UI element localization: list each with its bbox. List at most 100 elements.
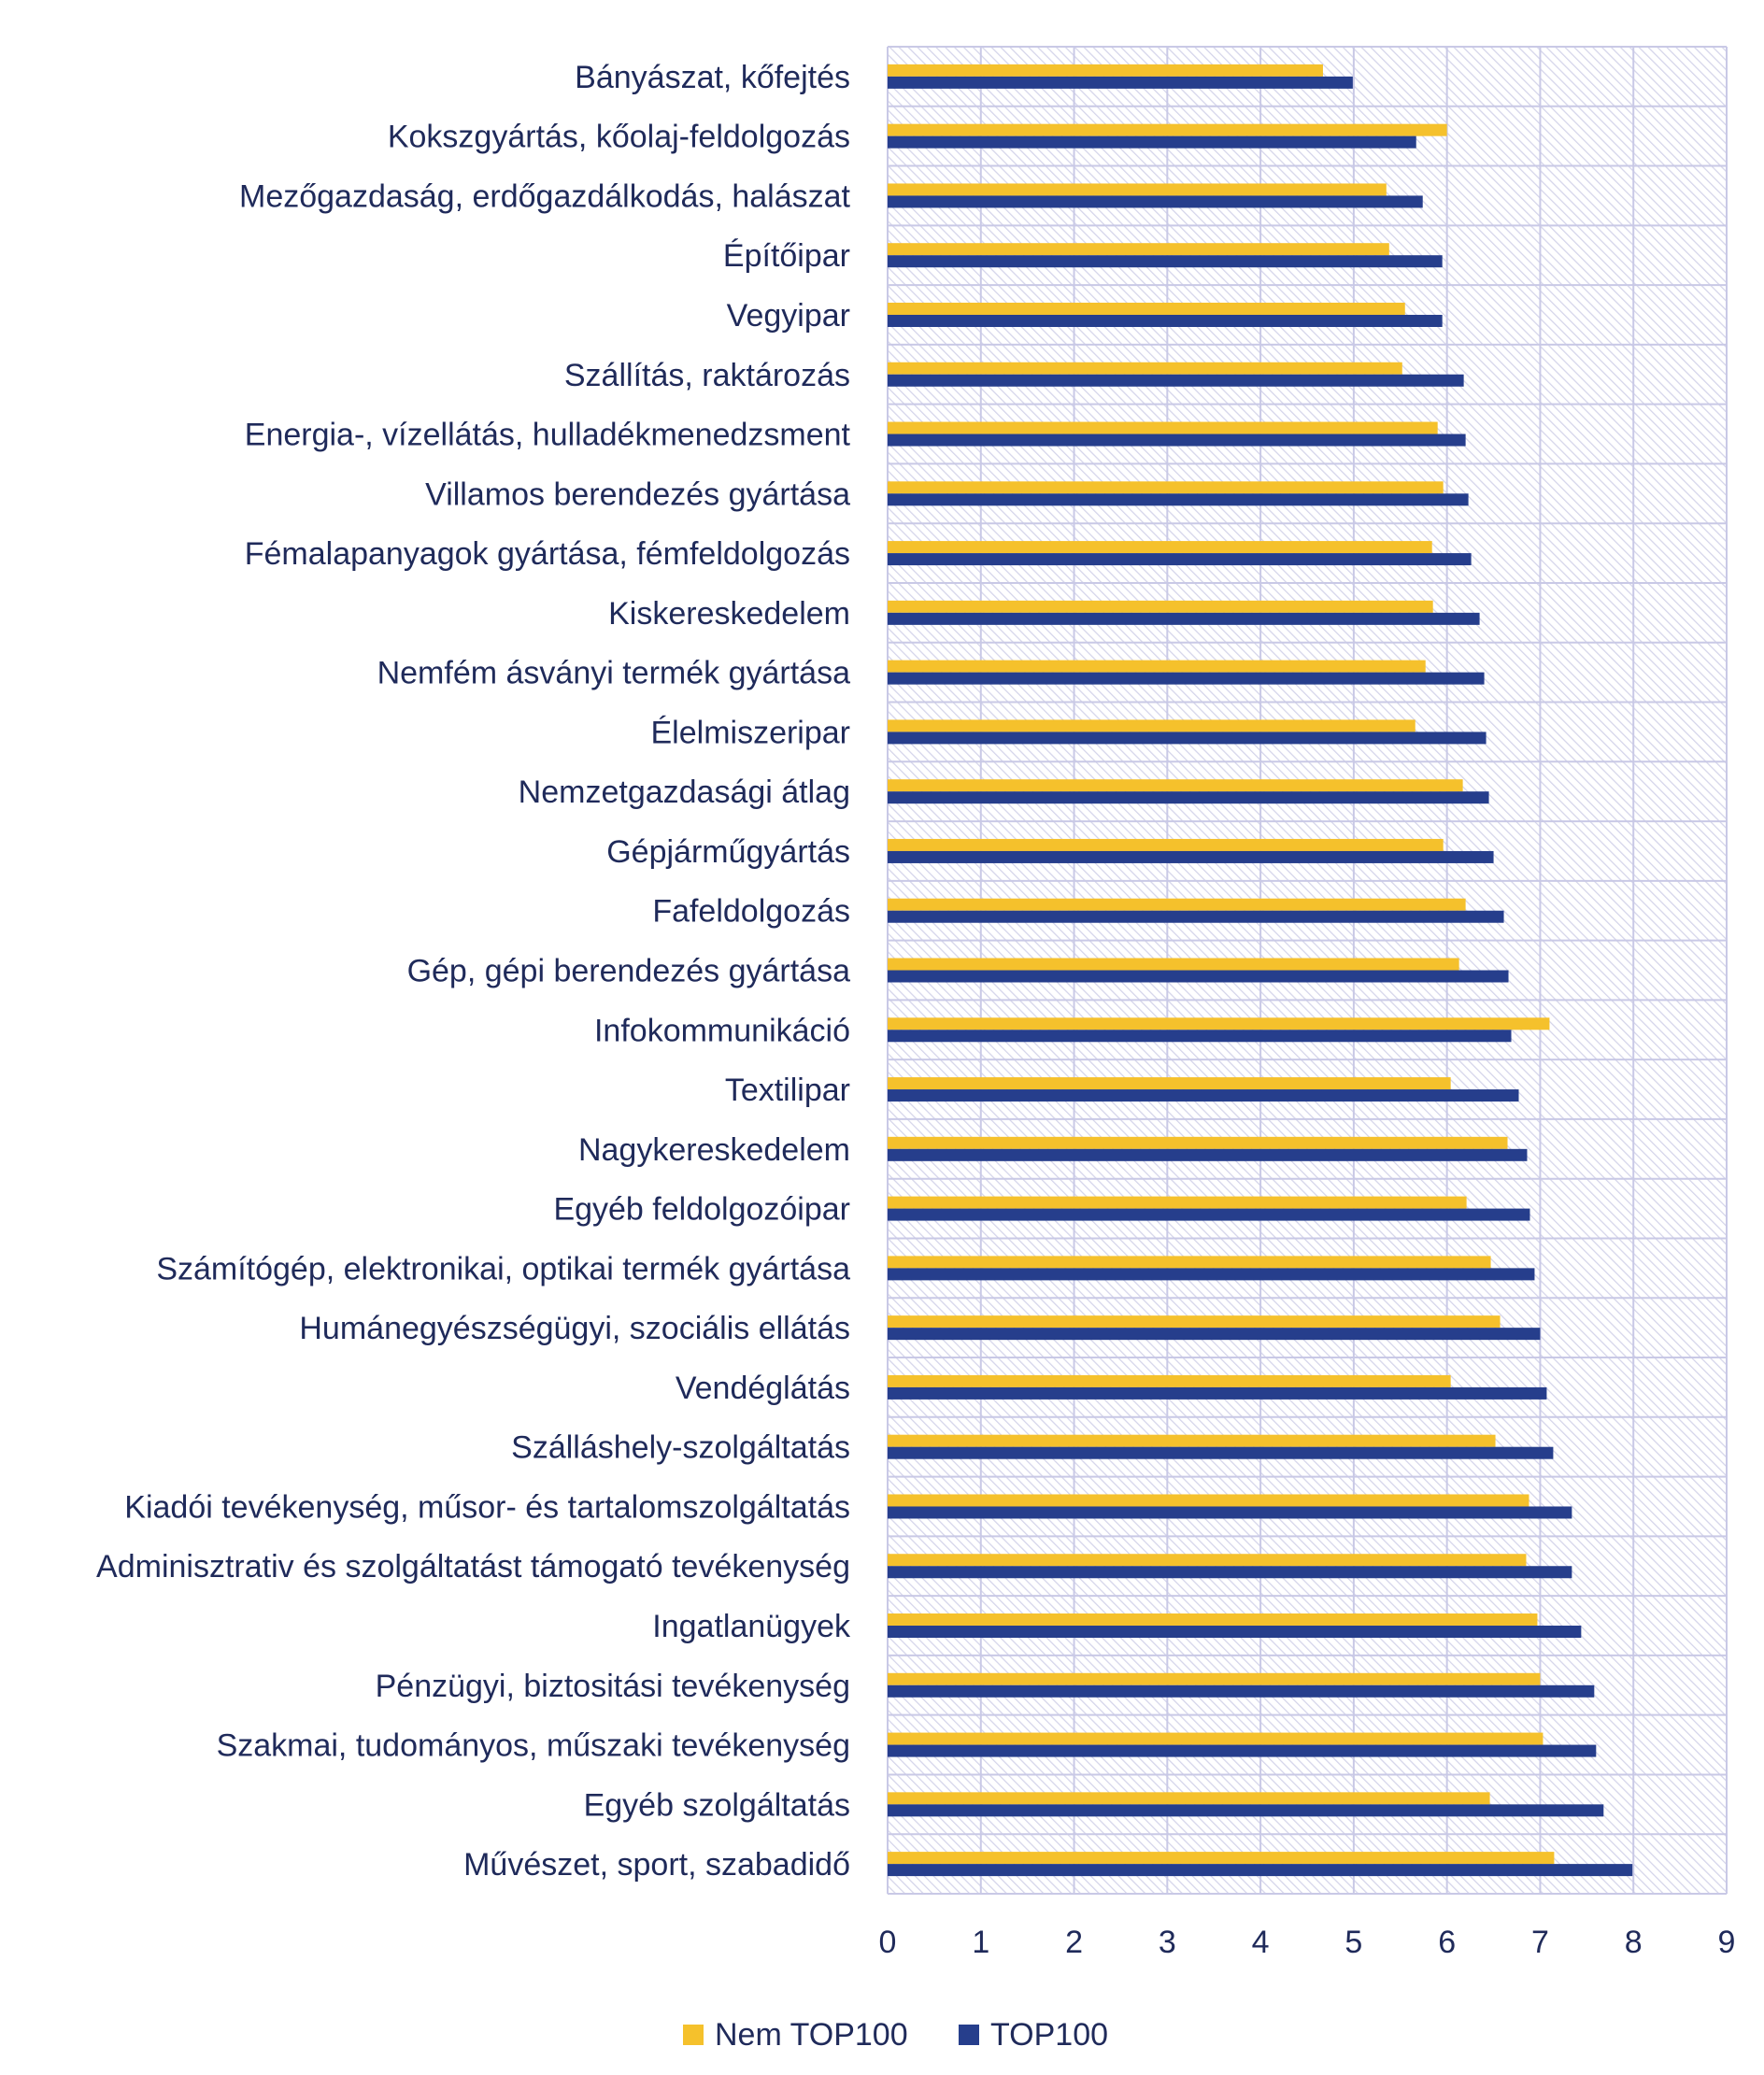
- bar-top100-adminisztrativ-es-szolgaltatast-tamogato-tevekenyseg: [888, 1566, 1572, 1579]
- legend-swatch-nem-top100: [683, 2025, 704, 2045]
- bar-nem-top100-gepjarmugyartas: [888, 838, 1444, 851]
- bar-top100-egyeb-szolgaltatas: [888, 1804, 1604, 1817]
- bar-top100-kokszgyartas-koolaj-feldolgozas: [888, 135, 1416, 149]
- bar-nem-top100-szamitogep-elektronikai-optikai-termek-gyartasa: [888, 1256, 1491, 1269]
- legend-label-top100: TOP100: [990, 2017, 1108, 2053]
- category-label-mezogazdasag-erdogazdalkodas-halaszat: Mezőgazdaság, erdőgazdálkodás, halászat: [239, 178, 851, 214]
- bar-nem-top100-epitoipar: [888, 243, 1389, 256]
- bar-top100-textilipar: [888, 1089, 1519, 1102]
- category-label-infokommunikacio: Infokommunikáció: [594, 1013, 850, 1048]
- bar-nem-top100-fafeldolgozas: [888, 898, 1466, 911]
- gridlines: [887, 46, 1728, 1895]
- category-label-szamitogep-elektronikai-optikai-termek-gyartasa: Számítógép, elektronikai, optikai termék…: [156, 1251, 850, 1286]
- bar-nem-top100-szallashely-szolgaltatas: [888, 1434, 1496, 1447]
- x-tick-label-2: 2: [1065, 1925, 1083, 1960]
- category-label-gepjarmugyartas: Gépjárműgyártás: [606, 834, 850, 870]
- bar-nem-top100-ingatlanugyek: [888, 1613, 1538, 1627]
- bar-top100-femalapanyagok-gyartasa-femfeldolgozas: [888, 553, 1472, 566]
- bar-nem-top100-kiskereskedelem: [888, 600, 1433, 613]
- x-tick-label-9: 9: [1718, 1925, 1736, 1960]
- bar-nem-top100-egyeb-feldolgozoipar: [888, 1196, 1467, 1209]
- x-tick-label-0: 0: [879, 1925, 897, 1960]
- category-label-egyeb-feldolgozoipar: Egyéb feldolgozóipar: [553, 1192, 850, 1228]
- bar-top100-vegyipar: [888, 314, 1443, 327]
- category-label-gep-gepi-berendezes-gyartasa: Gép, gépi berendezés gyártása: [407, 954, 851, 989]
- category-label-humanegyeszsegugyi-szocialis-ellatas: Humánegyészségügyi, szociális ellátás: [299, 1311, 850, 1346]
- category-label-energia-vizellatas-hulladekmenedzsment: Energia-, vízellátás, hulladékmenedzsmen…: [245, 418, 851, 453]
- bar-top100-nemfem-asvanyi-termek-gyartasa: [888, 672, 1485, 685]
- category-label-kokszgyartas-koolaj-feldolgozas: Kokszgyártás, kőolaj-feldolgozás: [388, 120, 850, 155]
- category-label-kiadoi-tevekenyseg-musor-es-tartalomszolgaltatas: Kiadói tevékenység, műsor- és tartalomsz…: [124, 1489, 850, 1525]
- category-label-banyaszat-kofejtes: Bányászat, kőfejtés: [575, 60, 850, 95]
- bar-top100-villamos-berendezes-gyartasa: [888, 493, 1469, 506]
- category-label-nagykereskedelem: Nagykereskedelem: [578, 1132, 850, 1168]
- bar-nem-top100-szallitas-raktarozas: [888, 362, 1402, 375]
- category-label-nemzetgazdasagi-atlag: Nemzetgazdasági átlag: [519, 775, 850, 810]
- category-label-vendeglatas: Vendéglátás: [676, 1371, 850, 1406]
- bar-top100-kiadoi-tevekenyseg-musor-es-tartalomszolgaltatas: [888, 1506, 1572, 1519]
- category-label-szakmai-tudomanyos-muszaki-tevekenyseg: Szakmai, tudományos, műszaki tevékenység: [217, 1728, 850, 1764]
- bar-top100-nemzetgazdasagi-atlag: [888, 791, 1489, 804]
- bar-nem-top100-villamos-berendezes-gyartasa: [888, 481, 1444, 494]
- category-label-elelmiszeripar: Élelmiszeripar: [651, 715, 851, 750]
- category-label-fafeldolgozas: Fafeldolgozás: [652, 894, 850, 930]
- bar-nem-top100-egyeb-szolgaltatas: [888, 1792, 1490, 1805]
- bar-nem-top100-kiadoi-tevekenyseg-musor-es-tartalomszolgaltatas: [888, 1494, 1529, 1507]
- bar-nem-top100-kokszgyartas-koolaj-feldolgozas: [888, 123, 1447, 136]
- bar-nem-top100-mezogazdasag-erdogazdalkodas-halaszat: [888, 183, 1387, 196]
- bar-top100-ingatlanugyek: [888, 1626, 1582, 1639]
- bar-top100-egyeb-feldolgozoipar: [888, 1208, 1530, 1221]
- bar-nem-top100-elelmiszeripar: [888, 719, 1415, 732]
- bar-top100-vendeglatas: [888, 1386, 1547, 1400]
- category-label-ingatlanugyek: Ingatlanügyek: [652, 1609, 851, 1644]
- category-label-epitoipar: Építőipar: [723, 238, 850, 274]
- bar-top100-nagykereskedelem: [888, 1148, 1528, 1161]
- bar-nem-top100-banyaszat-kofejtes: [888, 64, 1323, 77]
- bar-nem-top100-nemzetgazdasagi-atlag: [888, 779, 1463, 792]
- bar-nem-top100-penzugyi-biztositasi-tevekenyseg: [888, 1672, 1541, 1685]
- x-tick-label-3: 3: [1159, 1925, 1176, 1960]
- x-tick-label-6: 6: [1438, 1925, 1456, 1960]
- x-tick-label-5: 5: [1344, 1925, 1362, 1960]
- bar-top100-humanegyeszsegugyi-szocialis-ellatas: [888, 1328, 1541, 1341]
- bar-nem-top100-vendeglatas: [888, 1374, 1451, 1387]
- bar-nem-top100-vegyipar: [888, 302, 1405, 315]
- bar-top100-kiskereskedelem: [888, 612, 1480, 625]
- bars: [888, 64, 1633, 1877]
- category-label-adminisztrativ-es-szolgaltatast-tamogato-tevekenyseg: Adminisztrativ és szolgáltatást támogató…: [96, 1549, 850, 1585]
- bar-nem-top100-nemfem-asvanyi-termek-gyartasa: [888, 660, 1426, 673]
- bar-top100-banyaszat-kofejtes: [888, 76, 1353, 89]
- category-labels: Bányászat, kőfejtés Kokszgyártás, kőolaj-…: [96, 60, 851, 1883]
- bar-top100-energia-vizellatas-hulladekmenedzsment: [888, 433, 1466, 447]
- category-label-penzugyi-biztositasi-tevekenyseg: Pénzügyi, biztositási tevékenység: [376, 1669, 850, 1704]
- bar-nem-top100-energia-vizellatas-hulladekmenedzsment: [888, 421, 1438, 434]
- bar-nem-top100-adminisztrativ-es-szolgaltatast-tamogato-tevekenyseg: [888, 1554, 1527, 1567]
- category-label-szallashely-szolgaltatas: Szálláshely-szolgáltatás: [511, 1430, 850, 1466]
- bar-top100-szamitogep-elektronikai-optikai-termek-gyartasa: [888, 1268, 1535, 1281]
- x-tick-label-4: 4: [1252, 1925, 1270, 1960]
- bar-nem-top100-muveszet-sport-szabadido: [888, 1852, 1555, 1865]
- legend-swatch-top100: [959, 2025, 979, 2045]
- category-label-kiskereskedelem: Kiskereskedelem: [608, 596, 850, 632]
- bar-top100-gep-gepi-berendezes-gyartasa: [888, 970, 1509, 983]
- legend: Nem TOP100 TOP100: [683, 2017, 1108, 2053]
- category-label-muveszet-sport-szabadido: Művészet, sport, szabadidő: [463, 1847, 850, 1883]
- bar-nem-top100-femalapanyagok-gyartasa-femfeldolgozas: [888, 541, 1432, 554]
- bar-nem-top100-humanegyeszsegugyi-szocialis-ellatas: [888, 1315, 1501, 1329]
- bar-top100-szakmai-tudomanyos-muszaki-tevekenyseg: [888, 1744, 1597, 1757]
- bar-top100-penzugyi-biztositasi-tevekenyseg: [888, 1684, 1595, 1698]
- x-axis-tick-labels: 0 1 2 3 4 5 6 7 8 9: [879, 1925, 1736, 1960]
- category-label-szallitas-raktarozas: Szállítás, raktározás: [564, 358, 850, 393]
- legend-label-nem-top100: Nem TOP100: [715, 2017, 908, 2053]
- bar-top100-elelmiszeripar: [888, 732, 1487, 745]
- bar-nem-top100-szakmai-tudomanyos-muszaki-tevekenyseg: [888, 1732, 1544, 1745]
- bar-top100-mezogazdasag-erdogazdalkodas-halaszat: [888, 195, 1423, 208]
- x-tick-label-1: 1: [972, 1925, 989, 1960]
- bar-top100-fafeldolgozas: [888, 910, 1504, 923]
- category-label-vegyipar: Vegyipar: [727, 298, 850, 334]
- bar-nem-top100-textilipar: [888, 1077, 1451, 1090]
- bar-top100-epitoipar: [888, 255, 1443, 268]
- x-tick-label-8: 8: [1625, 1925, 1643, 1960]
